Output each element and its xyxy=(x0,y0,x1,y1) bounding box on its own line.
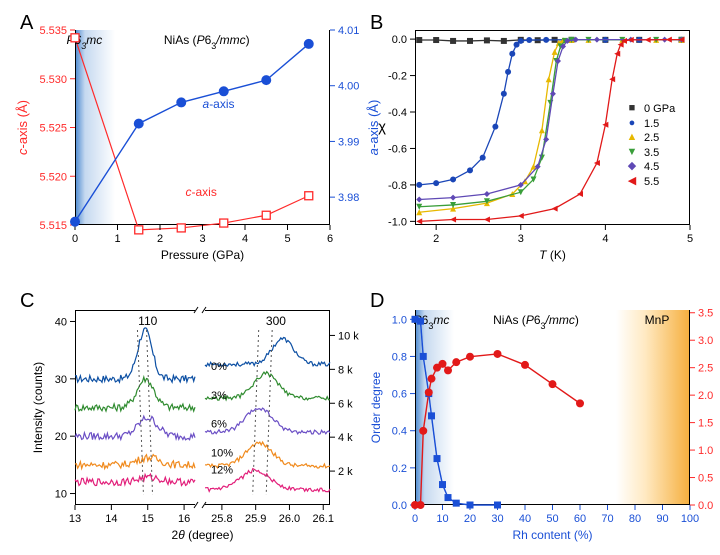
svg-text:30: 30 xyxy=(491,513,503,525)
svg-text:20: 20 xyxy=(464,513,476,525)
svg-text:1.5: 1.5 xyxy=(698,418,713,430)
panel-d: 01020304050607080901000.00.20.40.60.81.0… xyxy=(0,0,720,555)
svg-text:0.5: 0.5 xyxy=(698,473,713,485)
svg-text:50: 50 xyxy=(546,513,558,525)
svg-text:0.2: 0.2 xyxy=(392,463,407,475)
svg-text:90: 90 xyxy=(656,513,668,525)
svg-text:1.0: 1.0 xyxy=(392,314,407,326)
svg-text:NiAs (P63/mmc): NiAs (P63/mmc) xyxy=(493,313,579,331)
svg-text:Rh content (%): Rh content (%) xyxy=(512,528,592,542)
figure: A B C D 01234565.5155.5205.5255.5305.535… xyxy=(0,0,720,547)
svg-text:0.0: 0.0 xyxy=(392,500,407,512)
svg-text:3.0: 3.0 xyxy=(698,335,713,347)
svg-text:MnP: MnP xyxy=(645,313,670,327)
svg-text:60: 60 xyxy=(574,513,586,525)
svg-text:0.0: 0.0 xyxy=(698,500,713,512)
svg-text:40: 40 xyxy=(519,513,531,525)
svg-text:80: 80 xyxy=(629,513,641,525)
svg-text:0.4: 0.4 xyxy=(392,426,407,438)
svg-text:Order degree: Order degree xyxy=(369,371,383,443)
svg-text:2.0: 2.0 xyxy=(698,390,713,402)
svg-text:3.5: 3.5 xyxy=(698,308,713,320)
svg-text:100: 100 xyxy=(681,513,699,525)
svg-text:10: 10 xyxy=(436,513,448,525)
svg-text:0.6: 0.6 xyxy=(392,389,407,401)
svg-text:2.5: 2.5 xyxy=(698,363,713,375)
svg-text:0: 0 xyxy=(412,513,418,525)
svg-text:1.0: 1.0 xyxy=(698,445,713,457)
svg-text:70: 70 xyxy=(601,513,613,525)
svg-text:0.8: 0.8 xyxy=(392,351,407,363)
